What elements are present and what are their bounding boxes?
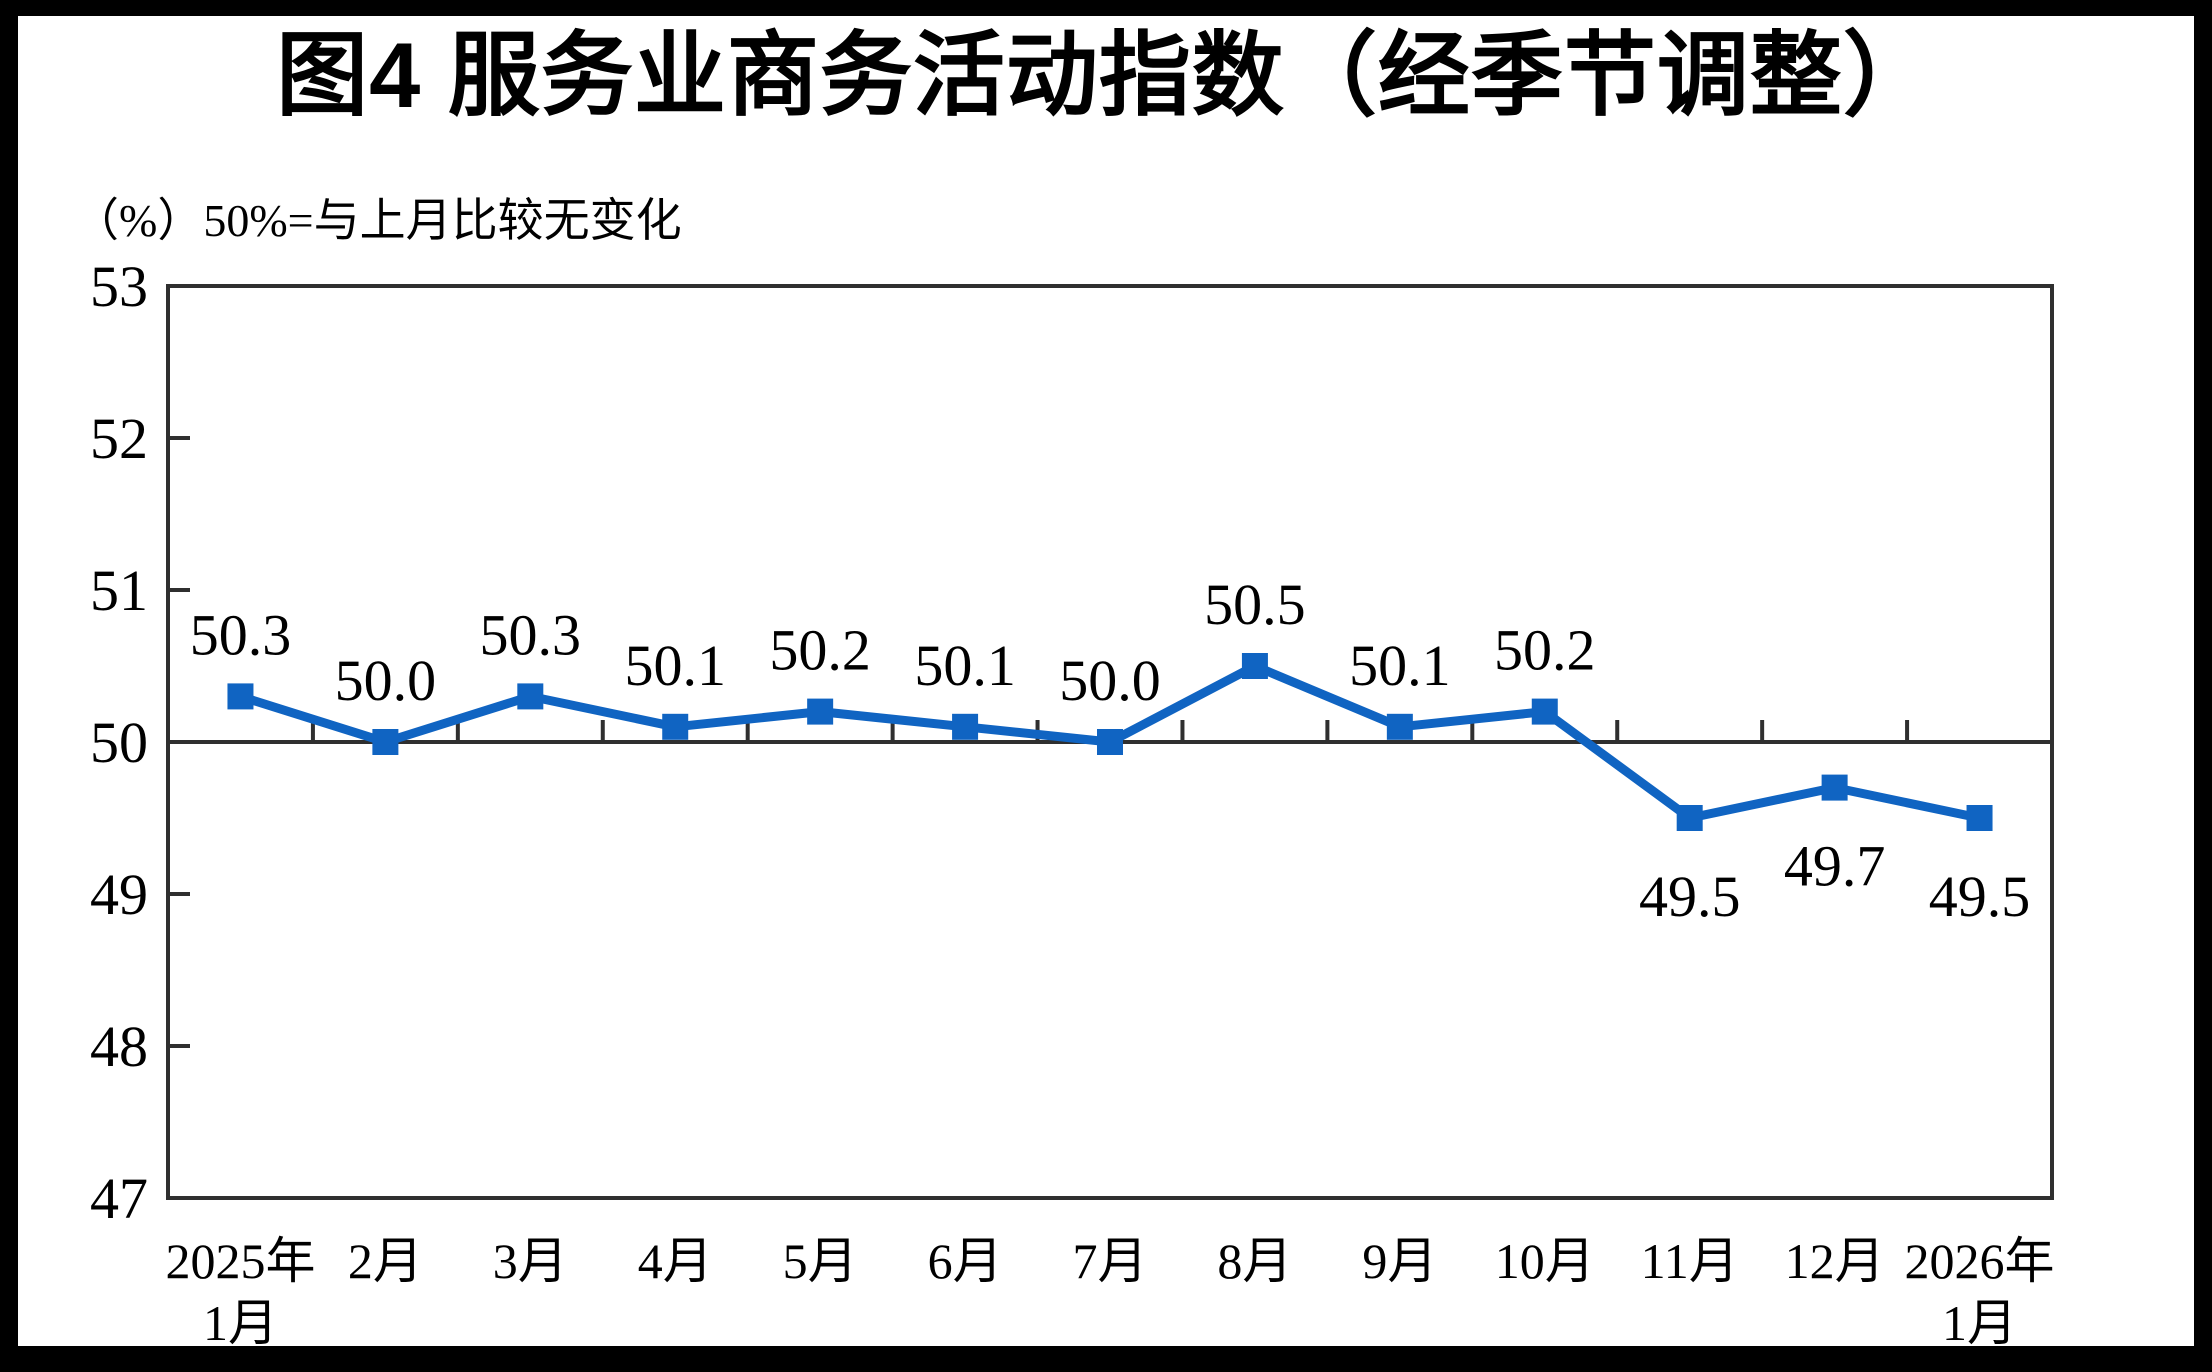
data-point-marker bbox=[372, 729, 399, 755]
data-point-label: 50.1 bbox=[1349, 633, 1451, 698]
x-axis-category-label: 1月 bbox=[203, 1295, 278, 1346]
data-point-marker bbox=[952, 713, 979, 740]
y-axis-tick-label: 48 bbox=[90, 1014, 148, 1079]
x-axis-category-label: 2月 bbox=[348, 1233, 423, 1289]
data-point-marker bbox=[1821, 774, 1848, 801]
chart-page: 图4 服务业商务活动指数（经季节调整） （%）50%=与上月比较无变化 47 48… bbox=[18, 16, 2194, 1346]
chart-axis-unit-note: （%）50%=与上月比较无变化 bbox=[73, 195, 682, 246]
data-point-label: 50.5 bbox=[1204, 572, 1306, 637]
x-axis-category-label: 6月 bbox=[928, 1233, 1003, 1289]
data-point-label: 50.2 bbox=[769, 618, 871, 683]
data-point-label: 50.3 bbox=[190, 602, 292, 667]
x-axis-category-label: 9月 bbox=[1362, 1233, 1437, 1289]
data-point-marker bbox=[662, 713, 689, 740]
data-point-marker bbox=[1531, 698, 1558, 725]
x-axis-category-label: 12月 bbox=[1785, 1233, 1885, 1289]
x-axis-category-label: 5月 bbox=[783, 1233, 858, 1289]
data-point-label: 50.0 bbox=[335, 648, 437, 713]
x-axis-category-label: 10月 bbox=[1495, 1233, 1595, 1289]
data-point-label: 50.3 bbox=[480, 602, 582, 667]
data-point-marker bbox=[1241, 653, 1268, 679]
x-axis-category-label: 2025年 bbox=[165, 1233, 315, 1289]
data-point-marker bbox=[1966, 805, 1993, 831]
data-point-marker bbox=[1386, 713, 1413, 740]
data-point-label: 49.5 bbox=[1929, 864, 2031, 929]
data-point-marker bbox=[1676, 805, 1703, 831]
data-point-marker bbox=[517, 683, 544, 710]
data-point-label: 49.7 bbox=[1784, 834, 1886, 899]
data-point-label: 50.1 bbox=[624, 633, 726, 698]
data-point-label: 50.2 bbox=[1494, 618, 1596, 683]
y-axis-tick-label: 52 bbox=[90, 406, 148, 471]
chart-plot-area: 47 48 49 50 51 52 53 50.3 50.0 50.3 50.1 50.2 50.1 50… bbox=[90, 256, 2055, 1346]
y-axis-tick-label: 49 bbox=[90, 862, 148, 927]
data-point-marker bbox=[1097, 729, 1123, 755]
y-axis-tick-label: 51 bbox=[90, 558, 148, 623]
chart-title: 图4 服务业商务活动指数（经季节调整） bbox=[276, 25, 1936, 127]
x-axis-category-label: 3月 bbox=[493, 1233, 568, 1289]
x-axis-category-label: 7月 bbox=[1073, 1233, 1148, 1289]
data-point-label: 49.5 bbox=[1639, 864, 1741, 929]
y-axis-tick-label: 53 bbox=[90, 256, 148, 319]
y-axis-tick-label: 47 bbox=[90, 1166, 148, 1231]
x-axis-category-label: 8月 bbox=[1217, 1233, 1292, 1289]
y-axis-tick-label: 50 bbox=[90, 710, 148, 775]
data-point-marker bbox=[227, 683, 254, 710]
x-axis-category-label: 1月 bbox=[1942, 1295, 2017, 1346]
data-point-marker bbox=[807, 698, 834, 725]
data-point-label: 50.1 bbox=[914, 633, 1016, 698]
x-axis-category-label: 11月 bbox=[1641, 1233, 1739, 1289]
data-point-label: 50.0 bbox=[1059, 648, 1161, 713]
x-axis-category-label: 2026年 bbox=[1905, 1233, 2055, 1289]
x-axis-category-label: 4月 bbox=[638, 1233, 713, 1289]
